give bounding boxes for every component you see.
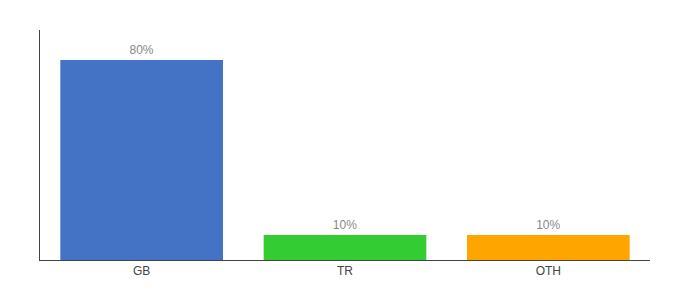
svg-text:GB: GB <box>133 264 150 278</box>
svg-text:10%: 10% <box>536 218 560 232</box>
svg-text:80%: 80% <box>129 43 153 57</box>
svg-text:10%: 10% <box>333 218 357 232</box>
svg-text:OTH: OTH <box>536 264 561 278</box>
svg-text:TR: TR <box>337 264 353 278</box>
